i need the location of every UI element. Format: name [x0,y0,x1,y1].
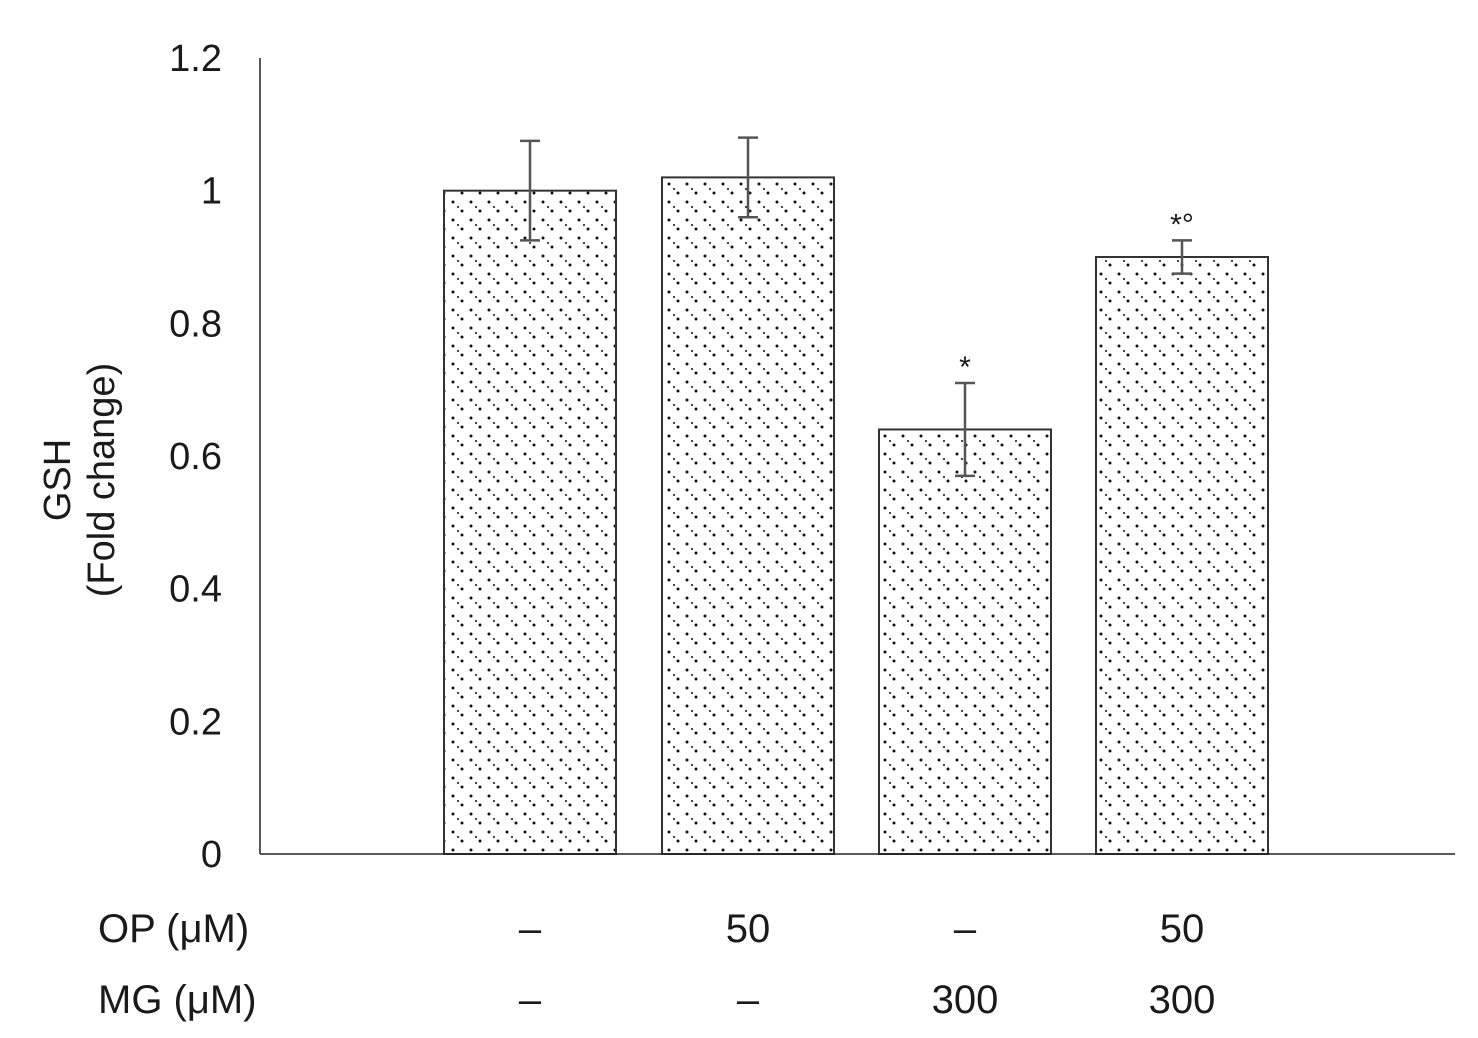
y-tick-label: 1 [201,171,222,213]
condition-value: 300 [1149,978,1216,1022]
y-tick-label: 0.4 [169,569,222,611]
condition-rows: OP (μM) – 50 – 50 MG (μM) – – 300 300 [98,907,1215,1022]
bar [443,189,617,855]
condition-value: 300 [932,978,999,1022]
y-tick-label: 0.6 [169,436,222,478]
y-axis-label: GSH(Fold change) [37,363,123,597]
condition-value: – [737,978,760,1022]
y-tick-label: 0 [201,834,222,876]
condition-row-label: MG (μM) [98,978,257,1022]
condition-value: – [954,907,977,951]
significance-annotation: * [959,351,971,384]
y-axis-title: GSH(Fold change) [37,363,123,597]
bar [1095,256,1269,855]
significance-annotation: *° [1170,208,1194,241]
bars: * *° [443,136,1269,855]
y-axis-title-line: GSH [37,439,79,521]
condition-value: – [519,978,542,1022]
bar [878,428,1052,855]
condition-value: – [519,907,542,951]
y-tick-label: 0.8 [169,303,222,345]
condition-value: 50 [726,907,771,951]
bar [661,176,835,855]
y-tick-label: 1.2 [169,38,222,80]
condition-row-label: OP (μM) [98,907,249,951]
condition-value: 50 [1160,907,1205,951]
y-axis: 0 0.2 0.4 0.6 0.8 1 1.2 [169,38,261,876]
y-axis-title-line: (Fold change) [81,363,123,597]
y-tick-label: 0.2 [169,701,222,743]
